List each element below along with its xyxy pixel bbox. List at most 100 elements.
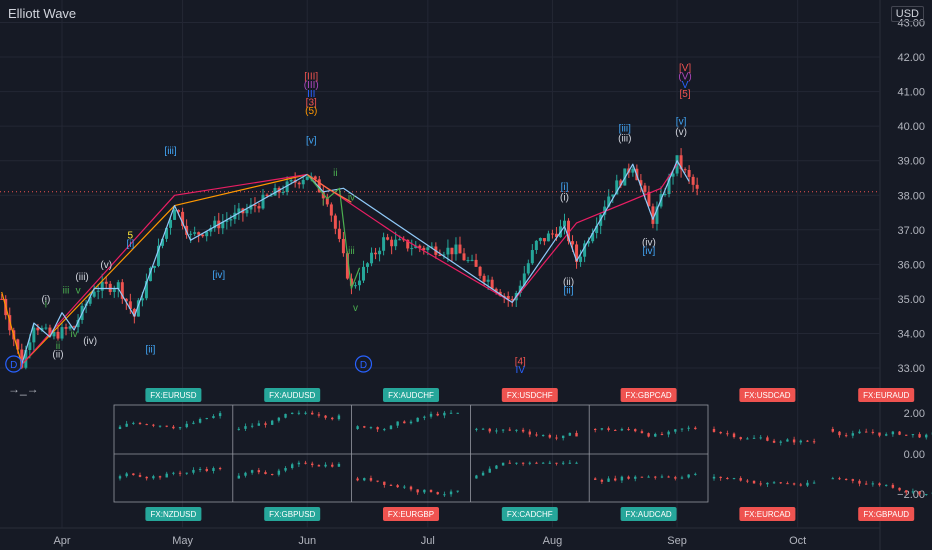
mini-candle-body	[449, 491, 453, 495]
mini-candle-body	[158, 425, 162, 427]
mini-candle-body	[198, 469, 202, 471]
mini-chart	[712, 474, 816, 488]
candle-body	[438, 254, 442, 256]
mini-candle-body	[555, 437, 558, 439]
mini-candle-body	[324, 464, 327, 467]
mini-candle-body	[858, 480, 861, 484]
mini-candle-body	[521, 462, 525, 464]
mini-candle-body	[667, 476, 670, 478]
mini-candle-body	[878, 483, 881, 486]
mini-chart	[356, 475, 459, 497]
candle-body	[20, 349, 24, 368]
candle-body	[197, 232, 201, 235]
symbol-tag	[145, 507, 202, 521]
candle-body	[349, 278, 353, 286]
wave-label: [ii]	[564, 286, 574, 297]
candle-body	[313, 176, 317, 180]
mini-candle-body	[792, 483, 796, 485]
candle-body	[136, 300, 140, 317]
candle-body	[398, 239, 402, 241]
candle-body	[189, 233, 193, 235]
mini-candle-body	[244, 426, 247, 429]
mini-candle-body	[152, 424, 155, 426]
mini-candle-body	[178, 427, 182, 429]
currency-badge[interactable]: USD	[890, 6, 924, 22]
x-tick-label: Apr	[53, 535, 70, 547]
mini-candle-body	[864, 431, 868, 433]
candle-body	[181, 211, 185, 226]
candle-body	[169, 219, 173, 228]
mini-candle-body	[363, 426, 366, 428]
mini-candle-body	[475, 428, 478, 430]
candle-body	[550, 233, 554, 235]
symbol-tag	[739, 507, 796, 521]
mini-candle-body	[812, 441, 816, 443]
candle-body	[273, 187, 277, 196]
candle-body	[534, 240, 538, 251]
candle-body	[205, 231, 209, 237]
mini-candle-body	[218, 413, 222, 417]
mini-candle-body	[838, 431, 841, 436]
mini-candle-body	[257, 423, 261, 426]
candle-body	[490, 279, 494, 289]
mini-candle-body	[766, 482, 769, 485]
candle-body	[305, 176, 309, 180]
mini-candle-body	[403, 486, 406, 488]
mini-chart	[712, 426, 816, 446]
mini-chart	[118, 411, 222, 431]
mini-candle-body	[864, 483, 868, 485]
mini-candle-body	[429, 413, 433, 417]
mini-candle-body	[694, 473, 697, 475]
wave-line	[306, 174, 361, 290]
y-tick-label: 39.00	[897, 156, 925, 168]
symbol-tag-label: FX:EURUSD	[150, 391, 196, 400]
mini-candle-body	[356, 478, 359, 481]
candle-body	[430, 246, 434, 248]
candle-body	[165, 227, 169, 239]
mini-candle-body	[911, 491, 915, 493]
candle-body	[567, 220, 571, 242]
mini-candle-body	[132, 422, 135, 424]
mini-candle-body	[766, 437, 769, 441]
wave-label: i	[45, 300, 47, 311]
candle-body	[124, 298, 128, 302]
candle-body	[442, 254, 446, 256]
candle-body	[370, 252, 374, 264]
mini-candle-body	[905, 434, 908, 436]
candle-body	[148, 267, 152, 282]
y-tick-label: 40.00	[897, 121, 925, 133]
candle-body	[68, 326, 72, 329]
mini-candle-body	[488, 468, 491, 473]
candle-body	[92, 291, 96, 297]
mini-candle-body	[152, 476, 155, 479]
mini-candle-body	[389, 425, 393, 430]
mini-candle-body	[449, 412, 453, 414]
candle-body	[378, 250, 382, 255]
y-tick-label: 36.00	[897, 259, 925, 271]
candle-body	[482, 275, 486, 282]
mini-candle-body	[654, 433, 657, 437]
mini-candle-body	[165, 425, 168, 427]
wave-label: iv	[348, 192, 355, 203]
mini-candle-body	[772, 440, 776, 443]
symbol-tag-label: FX:EURCAD	[744, 510, 790, 519]
candle-body	[631, 168, 635, 173]
candle-body	[446, 247, 450, 255]
mini-candle-body	[541, 435, 545, 437]
mini-candle-body	[759, 483, 762, 485]
mini-chart	[237, 460, 341, 479]
panel-y-tick-label: 0.00	[904, 449, 925, 461]
candle-body	[161, 238, 164, 246]
candle-body	[40, 327, 44, 331]
candle-body	[193, 232, 197, 234]
x-tick-label: Oct	[789, 535, 806, 547]
symbol-tag	[264, 388, 321, 402]
chart-title[interactable]: Elliott Wave	[8, 6, 77, 21]
mini-candle-body	[205, 469, 208, 472]
wave-label: v	[76, 286, 81, 297]
mini-chart	[594, 425, 697, 438]
mini-candle-body	[732, 478, 736, 480]
candle-body	[120, 282, 124, 299]
mini-candle-body	[594, 429, 597, 430]
